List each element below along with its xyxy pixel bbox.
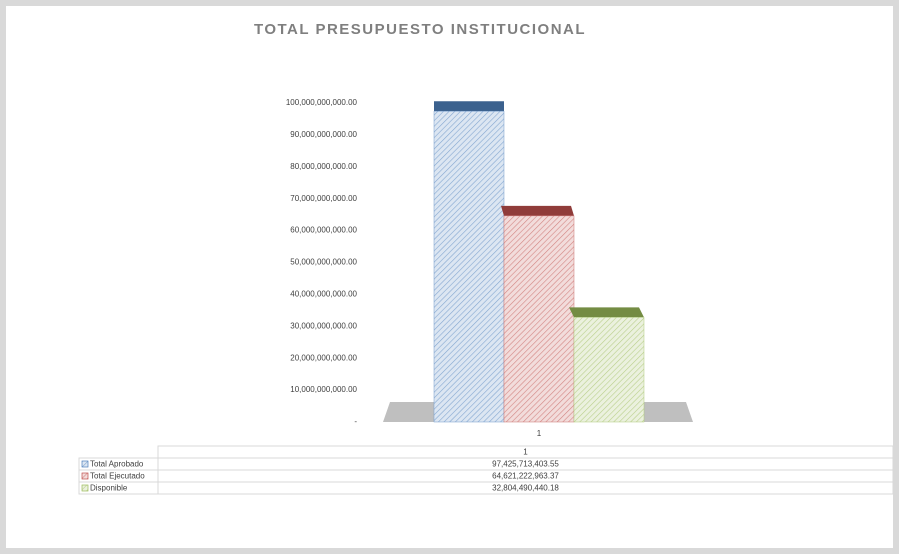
bar (573, 317, 645, 423)
y-tick-label: 70,000,000,000.00 (290, 194, 357, 203)
table-header: 1 (523, 448, 528, 457)
x-tick-label: 1 (537, 429, 542, 438)
y-tick-label: - (354, 417, 357, 426)
table-value: 64,621,222,963.37 (492, 472, 559, 481)
table-value: 32,804,490,440.18 (492, 484, 559, 493)
y-tick-label: 60,000,000,000.00 (290, 226, 357, 235)
bar-top (434, 101, 504, 112)
bar (503, 215, 575, 423)
legend-label: Total Aprobado (90, 460, 144, 469)
y-tick-label: 80,000,000,000.00 (290, 162, 357, 171)
legend-label: Total Ejecutado (90, 472, 145, 481)
y-tick-label: 90,000,000,000.00 (290, 130, 357, 139)
legend-label: Disponible (90, 484, 128, 493)
chart-title: TOTAL PRESUPUESTO INSTITUCIONAL (254, 21, 586, 38)
y-tick-label: 30,000,000,000.00 (290, 321, 357, 330)
bar (433, 110, 505, 423)
table-value: 97,425,713,403.55 (492, 460, 559, 469)
bar-top (569, 307, 644, 318)
y-tick-label: 50,000,000,000.00 (290, 258, 357, 267)
bar-top (501, 205, 574, 216)
y-tick-label: 100,000,000,000.00 (286, 98, 358, 107)
legend-swatch (81, 472, 89, 480)
y-tick-label: 40,000,000,000.00 (290, 290, 357, 299)
y-tick-label: 20,000,000,000.00 (290, 353, 357, 362)
legend-swatch (81, 484, 89, 492)
legend-swatch (81, 460, 89, 468)
y-tick-label: 10,000,000,000.00 (290, 385, 357, 394)
table-cell (157, 481, 894, 495)
